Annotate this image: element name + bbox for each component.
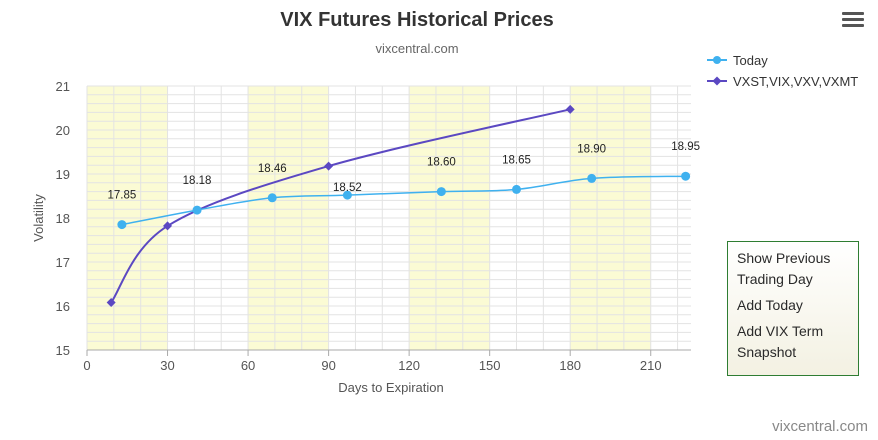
legend-label: Today xyxy=(733,53,768,68)
x-tick-label: 90 xyxy=(321,358,335,373)
data-label: 18.18 xyxy=(183,175,212,187)
credit-link[interactable]: vixcentral.com xyxy=(772,418,868,435)
x-tick-label: 150 xyxy=(479,358,501,373)
data-point xyxy=(117,220,127,230)
y-tick-label: 15 xyxy=(56,343,70,358)
legend-marker xyxy=(713,56,721,64)
data-point xyxy=(324,161,334,171)
side-panel: Show Previous Trading Day Add Today Add V… xyxy=(727,241,859,376)
data-label: 18.90 xyxy=(577,143,606,155)
legend-label: VXST,VIX,VXV,VXMT xyxy=(733,74,858,89)
data-point xyxy=(587,173,597,183)
x-tick-label: 120 xyxy=(398,358,420,373)
chart-subtitle: vixcentral.com xyxy=(375,41,458,56)
data-point xyxy=(163,221,173,231)
data-point xyxy=(681,171,691,181)
y-tick-label: 19 xyxy=(56,167,70,182)
data-label: 18.60 xyxy=(427,157,456,169)
add-vix-term-link[interactable]: Add VIX Term Snapshot xyxy=(737,323,824,360)
hamburger-menu-icon[interactable] xyxy=(842,10,864,30)
x-tick-label: 210 xyxy=(640,358,662,373)
x-tick-label: 180 xyxy=(559,358,581,373)
x-tick-label: 60 xyxy=(241,358,255,373)
y-tick-label: 18 xyxy=(56,211,70,226)
data-label: 18.46 xyxy=(258,163,287,175)
y-tick-label: 20 xyxy=(56,123,70,138)
data-point xyxy=(436,187,446,197)
series-line xyxy=(110,108,571,304)
data-point xyxy=(342,190,352,200)
y-axis-title: Volatility xyxy=(31,194,46,242)
y-tick-label: 17 xyxy=(56,255,70,270)
legend-marker xyxy=(712,76,722,86)
data-label: 18.65 xyxy=(502,154,531,166)
data-label: 18.95 xyxy=(671,141,700,153)
y-tick-label: 16 xyxy=(56,299,70,314)
x-axis-title: Days to Expiration xyxy=(338,380,444,395)
chart-title: VIX Futures Historical Prices xyxy=(280,9,553,31)
show-previous-trading-day-link[interactable]: Show Previous Trading Day xyxy=(737,250,831,287)
data-label: 18.52 xyxy=(333,182,362,194)
data-point xyxy=(106,297,116,307)
y-tick-label: 21 xyxy=(56,79,70,94)
add-today-link[interactable]: Add Today xyxy=(737,297,803,313)
data-point xyxy=(565,104,575,114)
data-point xyxy=(512,184,522,194)
data-point xyxy=(192,205,202,215)
x-tick-label: 0 xyxy=(83,358,90,373)
data-point xyxy=(267,193,277,203)
x-tick-label: 30 xyxy=(160,358,174,373)
data-label: 17.85 xyxy=(108,190,137,202)
